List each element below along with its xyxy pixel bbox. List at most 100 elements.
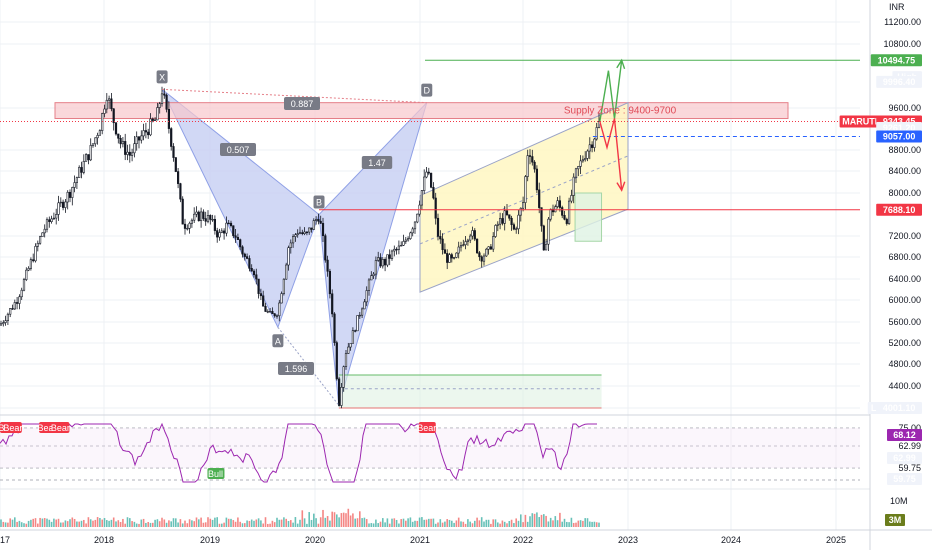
volume-bar xyxy=(503,521,506,527)
candle-body xyxy=(52,217,55,220)
volume-bar xyxy=(165,522,168,527)
candle-body xyxy=(498,218,502,225)
volume-bar xyxy=(536,512,538,527)
ratio-label-xd-text: 0.887 xyxy=(291,99,314,109)
volume-bar xyxy=(428,518,430,527)
volume-bar xyxy=(310,519,313,527)
volume-bar xyxy=(99,518,101,527)
candle-body xyxy=(112,108,115,124)
volume-bar xyxy=(4,522,7,527)
volume-bar xyxy=(14,517,16,527)
year-label: 2023 xyxy=(618,535,638,545)
candle-body xyxy=(32,259,35,262)
rsi-tag: 68.12 xyxy=(887,429,922,441)
volume-bar xyxy=(409,517,412,527)
volume-bar xyxy=(280,519,283,527)
candle-body xyxy=(413,221,417,230)
volume-bar xyxy=(418,517,421,527)
volume-bar xyxy=(372,523,375,527)
candle-body xyxy=(223,230,226,234)
candle-body xyxy=(278,302,281,317)
candle-body xyxy=(351,330,355,344)
candle-body xyxy=(149,118,152,136)
candle-body xyxy=(101,113,104,131)
volume-bar xyxy=(480,517,483,527)
volume-bar xyxy=(202,522,205,527)
bullish-projection xyxy=(599,60,623,122)
pattern-point-a-bg xyxy=(272,334,284,348)
price-axis: INR 11200.00 10800.00 9600.00 8800.00 8400.00… xyxy=(839,2,922,526)
candle-body xyxy=(367,279,371,291)
candle-body xyxy=(282,278,286,294)
volume-bar xyxy=(154,519,156,527)
candle-body xyxy=(439,236,442,240)
volume-bar xyxy=(198,519,200,527)
candle-body xyxy=(225,222,228,234)
candle-body xyxy=(186,227,189,230)
ratio-label-bd: 1.47 xyxy=(361,156,393,169)
volume-bar xyxy=(214,517,216,527)
candle-body xyxy=(275,315,279,317)
volume-bar xyxy=(575,522,577,527)
candle-body xyxy=(243,253,246,257)
candle-body xyxy=(459,245,463,248)
candle-body xyxy=(531,156,534,163)
candle-body xyxy=(4,320,7,323)
rsi-line xyxy=(0,422,597,483)
volume-bar xyxy=(492,519,494,527)
volume-bar xyxy=(87,517,90,527)
volume-bar xyxy=(561,521,563,527)
volume-bar xyxy=(354,518,356,527)
candle-body xyxy=(390,250,394,259)
candle-body xyxy=(512,224,515,230)
volume-bar xyxy=(570,517,573,527)
candle-body xyxy=(469,235,472,241)
volume-bar xyxy=(145,522,147,527)
candle-body xyxy=(379,257,382,267)
volume-bar xyxy=(349,515,352,527)
candle-body xyxy=(20,289,23,298)
candle-body xyxy=(172,146,175,158)
candle-body xyxy=(158,103,161,108)
volume-bar xyxy=(253,520,255,527)
candle-body xyxy=(294,234,297,237)
volume-bar xyxy=(359,511,361,527)
volume-bar xyxy=(161,517,163,527)
year-label: 2018 xyxy=(94,535,114,545)
volume-bar xyxy=(191,520,193,527)
volume-bar xyxy=(556,520,559,527)
candle-body xyxy=(94,137,97,145)
volume-bar xyxy=(223,522,225,527)
volume-bar xyxy=(112,517,115,527)
volume-bar xyxy=(46,518,48,527)
rsi-tag-bg xyxy=(887,429,922,441)
volume-bar xyxy=(53,518,55,527)
volume-bar xyxy=(490,523,492,527)
volume-bar xyxy=(434,523,437,527)
candle-body xyxy=(255,274,258,280)
candle-body xyxy=(308,227,311,233)
rsi-signal-bear: Bear xyxy=(3,422,22,433)
volume-bar xyxy=(395,519,398,527)
candle-body xyxy=(429,172,433,188)
candle-body xyxy=(340,387,343,406)
candle-body xyxy=(80,167,83,173)
candle-body xyxy=(252,270,256,276)
volume-bar xyxy=(483,521,485,527)
volume-bar xyxy=(313,513,315,527)
pattern-point-b-text: B xyxy=(316,198,322,208)
candle-body xyxy=(216,230,219,238)
candle-body xyxy=(462,244,465,246)
volume-bar xyxy=(207,517,209,527)
volume-bar xyxy=(347,508,350,527)
price-tick-label: 6400.00 xyxy=(888,274,921,284)
volume-bar xyxy=(591,521,593,527)
volume-bar xyxy=(517,520,520,527)
volume-bar xyxy=(204,522,207,527)
volume-bar xyxy=(267,523,269,527)
volume-bar xyxy=(135,523,138,527)
candle-body xyxy=(581,159,584,162)
rsi-signal-bg xyxy=(52,422,70,433)
candle-body xyxy=(402,241,405,246)
